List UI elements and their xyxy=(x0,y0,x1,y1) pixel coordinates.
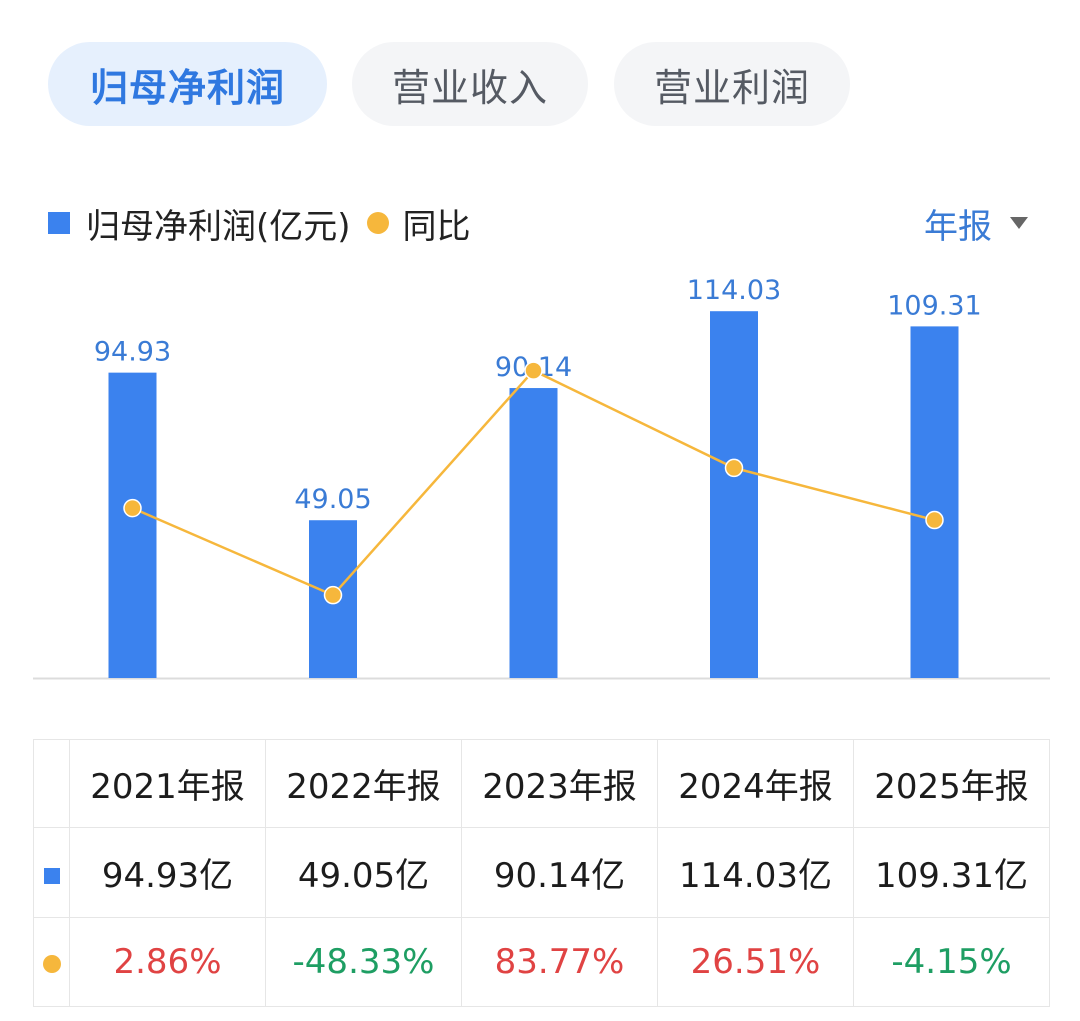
bar-value-label: 109.31 xyxy=(887,290,981,321)
table-cell: 114.03亿 xyxy=(657,827,854,918)
bar-value-label: 49.05 xyxy=(294,484,371,515)
bar-value-label: 94.93 xyxy=(94,337,171,368)
yoy-point xyxy=(925,510,944,530)
table-cell: 94.93亿 xyxy=(69,827,266,918)
yoy-point xyxy=(323,585,343,605)
period-selector[interactable]: 年报 xyxy=(924,198,1028,248)
table-cell: 83.77% xyxy=(461,917,658,1007)
bar-marker-icon xyxy=(43,867,60,884)
data-table: 2021年报 2022年报 2023年报 2024年报 2025年报 94.93… xyxy=(33,739,1050,1007)
bar-legend-swatch xyxy=(48,212,70,234)
table-header-cell: 2022年报 xyxy=(265,739,462,828)
table-cell: -4.15% xyxy=(853,917,1050,1007)
tab-net-profit[interactable]: 归母净利润 xyxy=(48,42,327,126)
yoy-point xyxy=(123,498,142,518)
tab-operating-profit[interactable]: 营业利润 xyxy=(614,42,850,126)
table-cell: 26.51% xyxy=(657,917,854,1007)
table-cell: 49.05亿 xyxy=(265,827,462,918)
table-header-cell: 2021年报 xyxy=(69,739,266,828)
tab-revenue[interactable]: 营业收入 xyxy=(352,42,588,126)
bar xyxy=(910,326,959,678)
table-row-values: 94.93亿 49.05亿 90.14亿 114.03亿 109.31亿 xyxy=(33,827,1050,918)
yoy-point xyxy=(524,361,543,380)
yoy-point xyxy=(724,458,744,478)
bar-value-label: 114.03 xyxy=(687,275,781,306)
line-legend-swatch xyxy=(366,212,389,234)
table-cell: 90.14亿 xyxy=(461,827,658,918)
line-marker-icon xyxy=(42,955,61,973)
table-header-cell: 2024年报 xyxy=(657,739,854,828)
table-row-yoy: 2.86% -48.33% 83.77% 26.51% -4.15% xyxy=(33,917,1050,1007)
chart-legend: 归母净利润(亿元) 同比 xyxy=(48,198,471,248)
bar xyxy=(509,388,558,678)
table-cell: 109.31亿 xyxy=(853,827,1050,918)
caret-down-icon xyxy=(1010,217,1028,229)
table-header-cell: 2025年报 xyxy=(853,739,1050,828)
line-legend-label: 同比 xyxy=(402,206,471,247)
table-cell: 2.86% xyxy=(69,917,266,1007)
bar xyxy=(710,311,758,678)
table-row-marker xyxy=(33,827,70,918)
table-cell: -48.33% xyxy=(265,917,462,1007)
bar xyxy=(108,372,157,678)
table-header-row: 2021年报 2022年报 2023年报 2024年报 2025年报 xyxy=(33,739,1050,828)
bar-legend-label: 归母净利润(亿元) xyxy=(86,206,351,247)
table-row-marker xyxy=(33,917,70,1007)
period-selector-label: 年报 xyxy=(924,206,992,247)
table-corner-cell xyxy=(33,739,70,828)
table-header-cell: 2023年报 xyxy=(461,739,658,828)
